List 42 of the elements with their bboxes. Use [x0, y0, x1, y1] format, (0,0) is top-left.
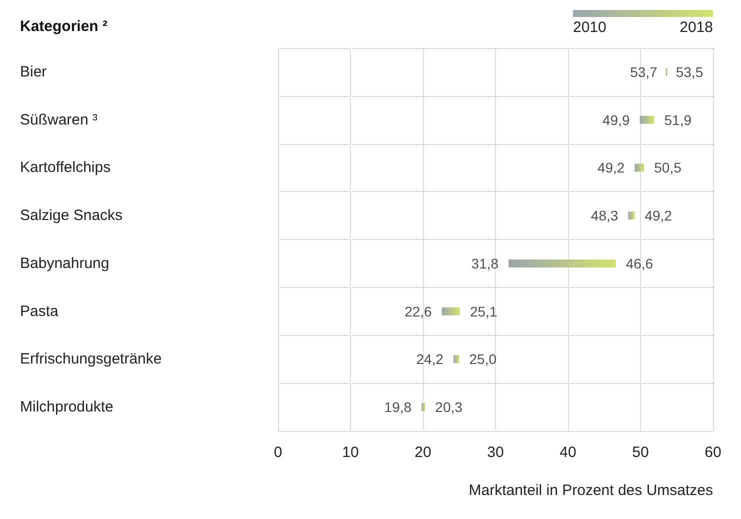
x-tick-label: 20 [414, 444, 432, 461]
x-tick-label: 0 [274, 444, 282, 461]
annotation: 31,8 [471, 255, 499, 272]
x-axis-title: Marktanteil in Prozent des Umsatzes [468, 482, 713, 499]
annotation: 48,3 [590, 208, 618, 224]
x-tick-label: 50 [632, 444, 649, 461]
y-tick-label: Kartoffelchips [20, 159, 111, 176]
y-tick-label: Süßwaren ³ [20, 111, 98, 128]
x-tick-label: 40 [560, 444, 576, 461]
y-tick-label: Pasta [20, 302, 60, 320]
annotation: 19,8 [384, 399, 412, 416]
annotation: 25,1 [470, 303, 498, 320]
bar [422, 403, 426, 412]
annotation: 46,6 [626, 255, 654, 272]
bar [628, 212, 635, 220]
y-tick-label: Salzige Snacks [20, 207, 123, 224]
y-tick-label: Milchprodukte [20, 398, 114, 416]
annotation: 53,7 [630, 64, 658, 80]
annotation: 25,0 [469, 351, 497, 368]
annotation: 22,6 [404, 303, 432, 320]
bar [442, 307, 460, 316]
annotation: 49,2 [597, 160, 625, 176]
bar [634, 164, 644, 172]
bar [453, 355, 460, 364]
x-tick-label: 60 [704, 444, 722, 461]
y-tick-label: Erfrischungsgetränke [20, 350, 162, 368]
x-tick-label: 10 [342, 444, 359, 461]
annotation: 20,3 [435, 399, 463, 416]
text: 2018 [680, 19, 713, 36]
annotation: 51,9 [664, 112, 692, 128]
bar [508, 259, 616, 268]
y-axis-title: Kategorien ² [20, 18, 108, 35]
x-tick-label: 30 [487, 444, 504, 461]
y-tick-label: Bier [20, 63, 47, 80]
annotation: 49,9 [602, 112, 630, 128]
annotation: 53,5 [676, 64, 704, 80]
annotation: 50,5 [654, 160, 682, 176]
text: 2010 [573, 19, 606, 36]
annotation: 49,2 [644, 208, 672, 224]
annotation: 24,2 [416, 351, 444, 368]
bar [640, 116, 654, 124]
y-tick-label: Babynahrung [20, 254, 110, 272]
